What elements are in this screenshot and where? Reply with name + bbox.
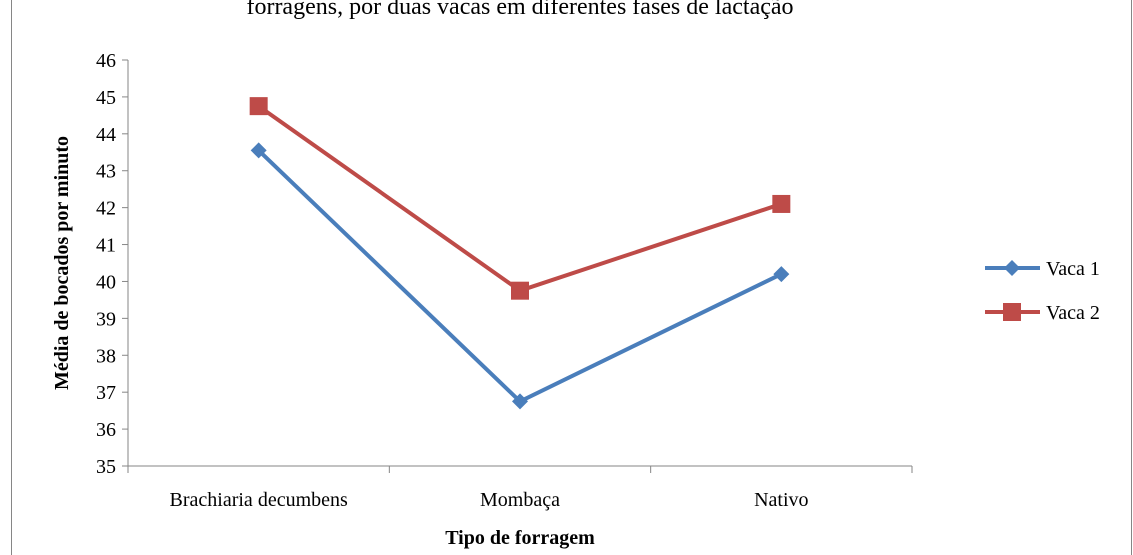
legend: Vaca 1 Vaca 2 <box>985 258 1100 324</box>
data-point <box>249 97 268 116</box>
data-point <box>250 142 267 159</box>
legend-entry: Vaca 2 <box>985 302 1100 324</box>
y-axis: 35 36 37 38 39 40 41 42 43 44 45 46 <box>96 50 129 478</box>
x-tick-label: Brachiaria decumbens <box>170 489 348 511</box>
y-tick-label: 44 <box>96 124 116 146</box>
series-line <box>257 104 782 293</box>
x-tick-label: Mombaça <box>480 489 560 511</box>
y-tick-label: 38 <box>96 345 116 367</box>
y-tick-label: 46 <box>96 50 116 72</box>
y-tick-label: 41 <box>96 235 116 257</box>
y-tick-label: 39 <box>96 308 116 330</box>
x-axis: Brachiaria decumbens Mombaça Nativo <box>127 465 913 511</box>
data-point <box>511 281 529 300</box>
legend-marker <box>1003 303 1021 321</box>
legend-label: Vaca 2 <box>1046 302 1100 324</box>
y-tick-label: 37 <box>96 382 116 404</box>
y-tick-label: 36 <box>96 419 116 441</box>
legend-entry: Vaca 1 <box>985 258 1100 280</box>
x-tick-label: Nativo <box>754 489 808 511</box>
y-tick-label: 42 <box>96 198 116 220</box>
chart-title: forragens, por duas vacas em diferentes … <box>246 0 793 20</box>
y-tick-label: 45 <box>96 87 116 109</box>
y-tick-label: 40 <box>96 271 116 293</box>
series-line <box>257 148 783 404</box>
legend-label: Vaca 1 <box>1046 258 1100 280</box>
x-axis-title: Tipo de forragem <box>445 527 595 549</box>
data-point <box>772 194 791 213</box>
data-point <box>773 266 790 283</box>
series-1 <box>250 142 790 410</box>
series-2 <box>249 97 791 300</box>
chart-border <box>11 0 1132 555</box>
series-layer <box>249 97 791 410</box>
y-tick-label: 35 <box>96 456 116 478</box>
data-point <box>512 393 528 410</box>
legend-marker <box>1004 260 1020 276</box>
y-axis-title: Média de bocados por minuto <box>51 136 73 390</box>
y-tick-label: 43 <box>96 161 116 183</box>
